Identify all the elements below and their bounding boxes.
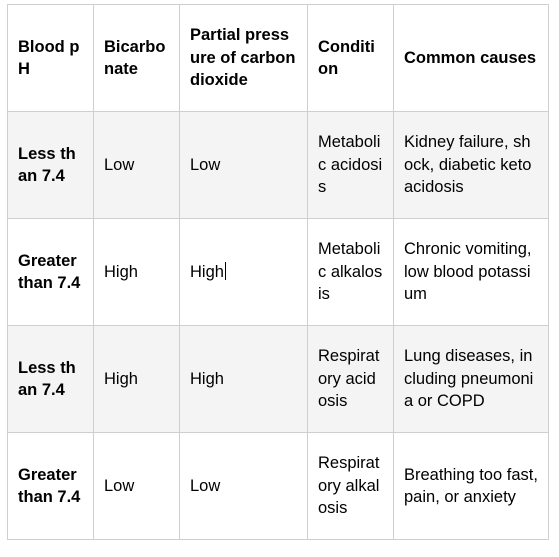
cell-common-causes[interactable]: Lung diseases, including pneumonia or CO… (393, 325, 549, 433)
acid-base-table: Blood pH Bicarbonate Partial pressure of… (7, 4, 549, 540)
cell-bicarbonate[interactable]: High (93, 325, 180, 433)
cell-common-causes[interactable]: Breathing too fast, pain, or anxiety (393, 432, 549, 540)
table-header: Blood pH Bicarbonate Partial pressure of… (7, 4, 549, 112)
table-row: Greater than 7.4 Low Low Respiratory alk… (7, 432, 549, 540)
table-row: Less than 7.4 High High Respiratory acid… (7, 325, 549, 433)
header-row: Blood pH Bicarbonate Partial pressure of… (7, 4, 549, 112)
cell-pco2[interactable]: Low (179, 432, 308, 540)
cell-blood-ph[interactable]: Greater than 7.4 (7, 218, 94, 326)
table-body: Less than 7.4 Low Low Metabolic acidosis… (7, 111, 549, 540)
cell-condition[interactable]: Respiratory acidosis (307, 325, 394, 433)
cell-common-causes[interactable]: Chronic vomiting, low blood potassium (393, 218, 549, 326)
cell-condition[interactable]: Metabolic alkalosis (307, 218, 394, 326)
cell-blood-ph[interactable]: Greater than 7.4 (7, 432, 94, 540)
table-row: Less than 7.4 Low Low Metabolic acidosis… (7, 111, 549, 219)
cell-bicarbonate[interactable]: Low (93, 432, 180, 540)
cell-common-causes[interactable]: Kidney failure, shock, diabetic ketoacid… (393, 111, 549, 219)
text-cursor (224, 261, 226, 280)
cell-pco2[interactable]: Low (179, 111, 308, 219)
header-bicarbonate: Bicarbonate (93, 4, 180, 112)
header-blood-ph: Blood pH (7, 4, 94, 112)
cell-pco2[interactable]: High (179, 325, 308, 433)
cell-blood-ph[interactable]: Less than 7.4 (7, 325, 94, 433)
cell-bicarbonate[interactable]: High (93, 218, 180, 326)
cell-blood-ph[interactable]: Less than 7.4 (7, 111, 94, 219)
header-pco2: Partial pressure of carbon dioxide (179, 4, 308, 112)
cell-condition[interactable]: Respiratory alkalosis (307, 432, 394, 540)
cell-condition[interactable]: Metabolic acidosis (307, 111, 394, 219)
header-condition: Condition (307, 4, 394, 112)
table-row: Greater than 7.4 High High Metabolic alk… (7, 218, 549, 326)
cell-pco2-text: High (190, 262, 224, 281)
header-common-causes: Common causes (393, 4, 549, 112)
cell-pco2-editing[interactable]: High (179, 218, 308, 326)
cell-bicarbonate[interactable]: Low (93, 111, 180, 219)
